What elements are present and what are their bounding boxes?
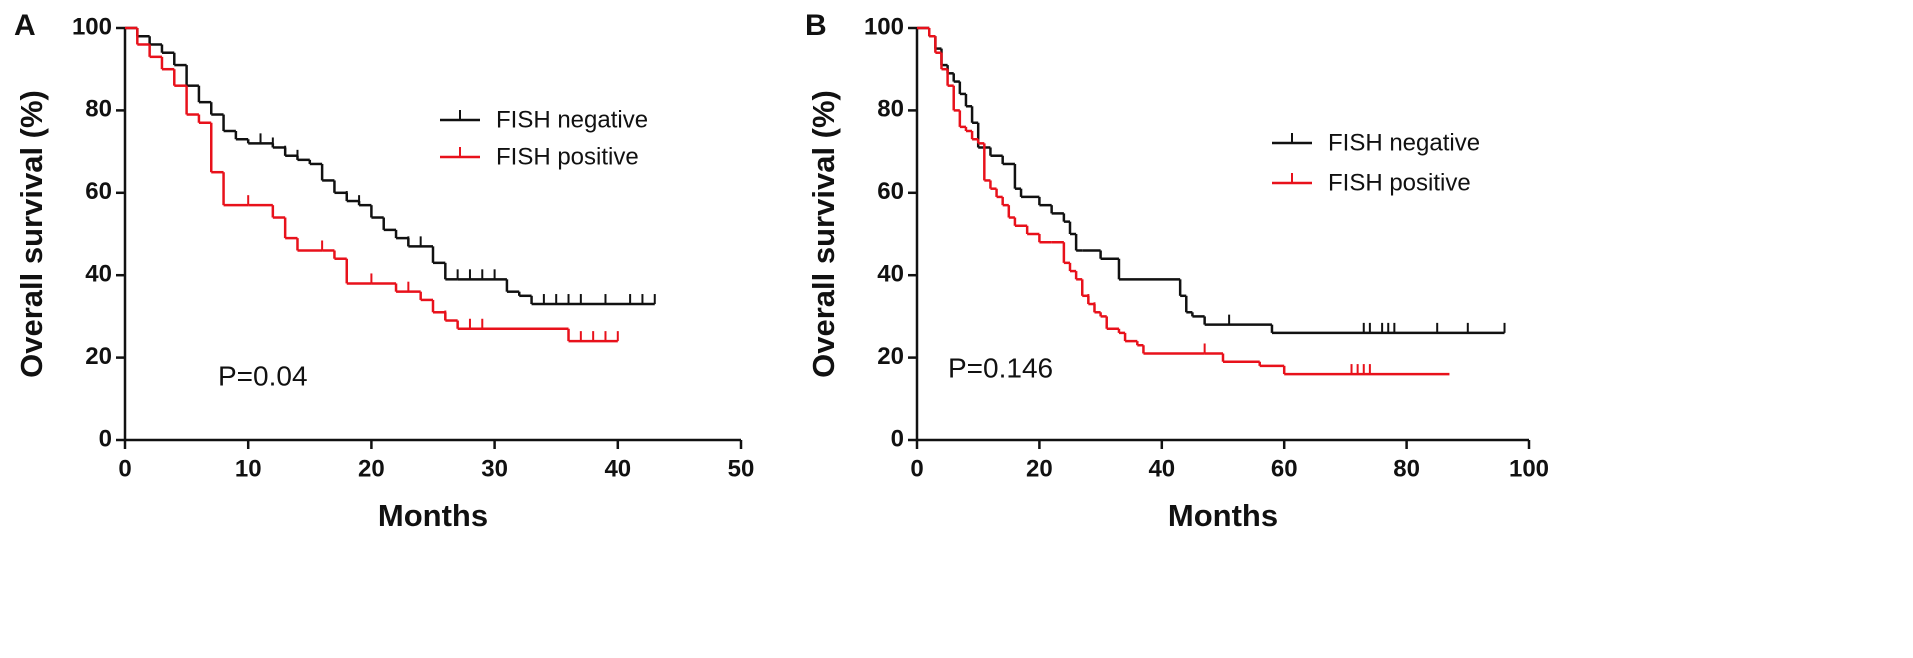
x-tick-label: 40: [604, 455, 631, 482]
x-axis-title: Months: [1168, 498, 1278, 533]
x-tick-label: 20: [1026, 455, 1053, 482]
y-tick-label: 100: [72, 13, 112, 40]
y-tick-label: 20: [85, 343, 112, 370]
legend-label: FISH negative: [1328, 129, 1480, 156]
x-tick-label: 10: [235, 455, 262, 482]
x-tick-label: 40: [1148, 455, 1175, 482]
x-tick-label: 0: [118, 455, 131, 482]
x-tick-label: 30: [481, 455, 508, 482]
x-tick-label: 100: [1509, 455, 1549, 482]
x-tick-label: 80: [1393, 455, 1420, 482]
legend-label: FISH positive: [496, 143, 639, 170]
y-axis-title: Overall survival (%): [806, 90, 841, 378]
panel-label: A: [14, 9, 36, 42]
y-tick-label: 100: [864, 13, 904, 40]
y-tick-label: 80: [877, 96, 904, 123]
y-tick-label: 40: [85, 261, 112, 288]
y-tick-label: 40: [877, 261, 904, 288]
annotation: P=0.146: [948, 352, 1053, 383]
legend-label: FISH negative: [496, 106, 648, 133]
y-tick-label: 0: [99, 425, 112, 452]
y-tick-label: 20: [877, 343, 904, 370]
y-tick-label: 0: [891, 425, 904, 452]
x-tick-label: 60: [1271, 455, 1298, 482]
y-tick-label: 60: [85, 178, 112, 205]
x-axis-title: Months: [378, 498, 488, 533]
annotation: P=0.04: [218, 360, 308, 391]
legend-label: FISH positive: [1328, 169, 1471, 196]
y-tick-label: 60: [877, 178, 904, 205]
y-axis-title: Overall survival (%): [14, 90, 49, 378]
x-tick-label: 50: [728, 455, 755, 482]
panel-label: B: [805, 9, 827, 42]
y-tick-label: 80: [85, 96, 112, 123]
x-tick-label: 0: [910, 455, 923, 482]
x-tick-label: 20: [358, 455, 385, 482]
